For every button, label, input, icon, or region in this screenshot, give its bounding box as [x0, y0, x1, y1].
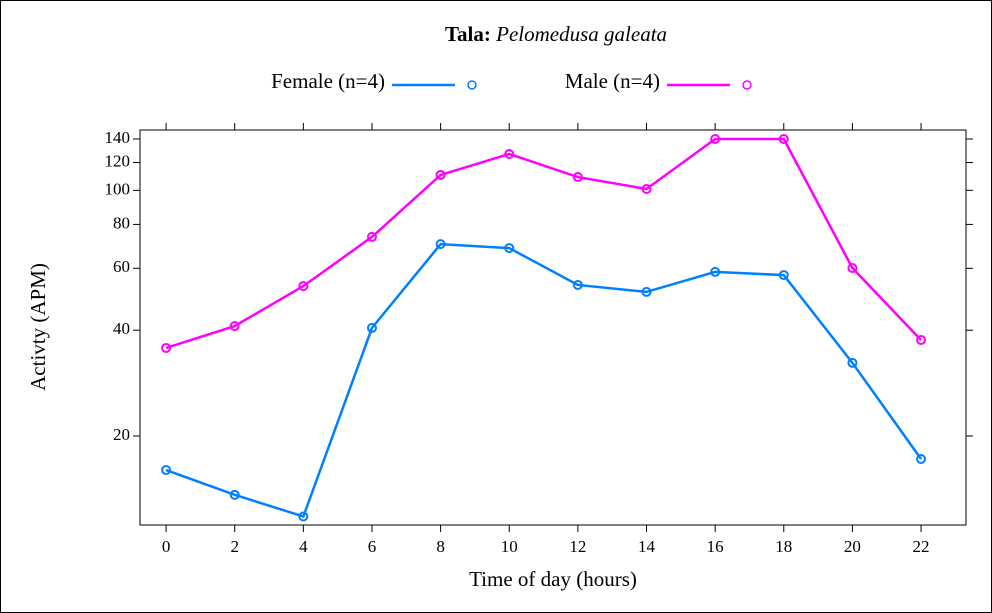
point: [641, 286, 652, 297]
point: [710, 266, 721, 277]
x-tick-label: 14: [638, 537, 656, 556]
point: [298, 511, 309, 522]
point: [229, 489, 240, 500]
series-line: [165, 137, 922, 350]
y-tick-label: 140: [105, 128, 131, 147]
x-tick-label: 0: [162, 537, 171, 556]
legend-label: Male (n=4): [565, 69, 660, 93]
point: [298, 281, 309, 292]
point: [504, 148, 515, 159]
point: [916, 335, 927, 346]
x-tick-label: 2: [230, 537, 239, 556]
legend-marker: [742, 80, 752, 90]
point: [161, 465, 172, 476]
x-tick-label: 8: [436, 537, 445, 556]
y-tick-label: 60: [113, 257, 130, 276]
point: [572, 279, 583, 290]
legend-label: Female (n=4): [271, 69, 385, 93]
series-line: [165, 242, 923, 519]
x-tick-label: 18: [775, 537, 792, 556]
point: [504, 243, 515, 254]
chart-title: Tala: Pelomedusa galeata: [445, 22, 667, 46]
point: [572, 172, 583, 183]
point: [710, 133, 721, 144]
x-tick-label: 20: [844, 537, 861, 556]
x-axis-label: Time of day (hours): [469, 567, 637, 591]
title-species: Pelomedusa galeata: [495, 22, 667, 46]
point: [847, 357, 858, 368]
y-tick-label: 80: [113, 213, 130, 232]
point: [161, 342, 172, 353]
point: [366, 231, 377, 242]
y-tick-label: 40: [113, 319, 130, 338]
y-tick-label: 20: [113, 425, 130, 444]
point: [435, 169, 446, 180]
y-axis-label: Activty (APM): [26, 263, 50, 391]
plot-frame: [139, 129, 967, 526]
y-tick-label: 120: [105, 151, 131, 170]
x-tick-label: 22: [913, 537, 930, 556]
x-tick-label: 16: [707, 537, 724, 556]
x-tick-label: 6: [368, 537, 377, 556]
point: [778, 133, 789, 144]
point: [916, 453, 927, 464]
y-tick-label: 100: [105, 179, 131, 198]
x-tick-label: 10: [501, 537, 518, 556]
x-tick-label: 12: [569, 537, 586, 556]
legend-marker: [467, 80, 477, 90]
point: [229, 321, 240, 332]
point: [778, 270, 789, 281]
x-tick-label: 4: [299, 537, 308, 556]
point: [641, 183, 652, 194]
point: [366, 322, 377, 333]
title-label: Tala:: [445, 22, 491, 46]
point: [435, 239, 446, 250]
point: [847, 263, 858, 274]
